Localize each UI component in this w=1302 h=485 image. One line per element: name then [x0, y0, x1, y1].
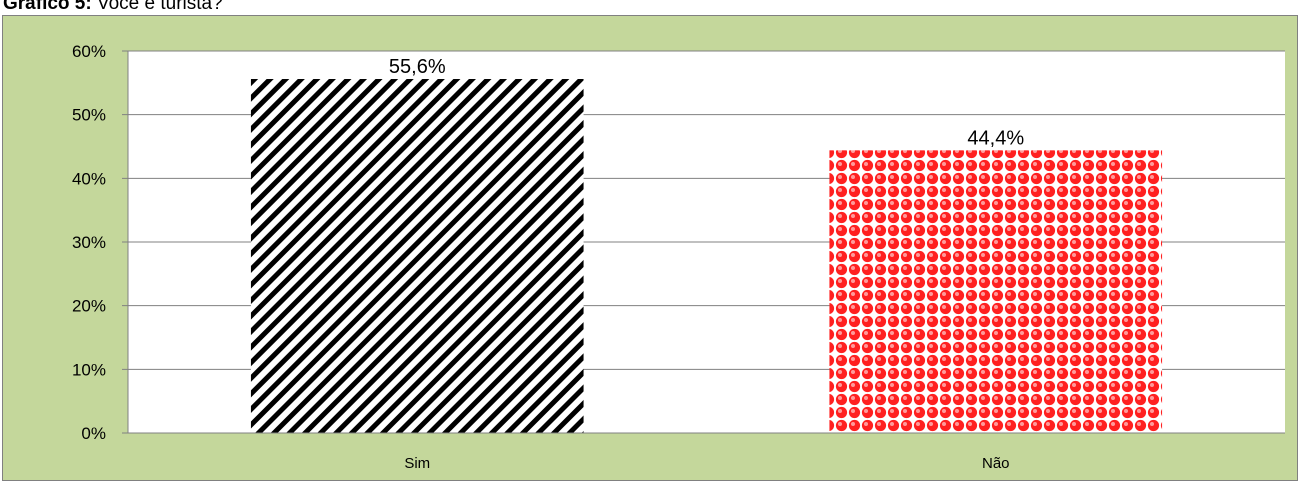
y-tick-label: 60%: [72, 42, 106, 61]
chart-area: 0% 10% 20% 30% 40% 50% 60% 55,6% Sim 44,4% Não: [2, 15, 1298, 481]
y-tick-label: 20%: [72, 297, 106, 316]
bar-sim: [250, 79, 584, 433]
data-label: 55,6%: [389, 56, 446, 78]
y-tick-label: 50%: [72, 106, 106, 125]
data-label: 44,4%: [967, 127, 1024, 149]
x-category-label: Não: [982, 455, 1010, 472]
bar-nao: [829, 150, 1163, 433]
caption-prefix: Gráfico 5:: [3, 0, 92, 14]
caption-text: Você é turista?: [96, 0, 223, 14]
y-tick-label: 30%: [72, 233, 106, 252]
y-tick-label: 0%: [81, 424, 106, 443]
y-tick-label: 40%: [72, 169, 106, 188]
bar-chart: 0% 10% 20% 30% 40% 50% 60% 55,6% Sim 44,4% Não: [72, 42, 1285, 472]
y-tick-label: 10%: [72, 360, 106, 379]
x-category-label: Sim: [404, 455, 430, 472]
chart-caption: Gráfico 5: Você é turista?: [3, 0, 223, 15]
